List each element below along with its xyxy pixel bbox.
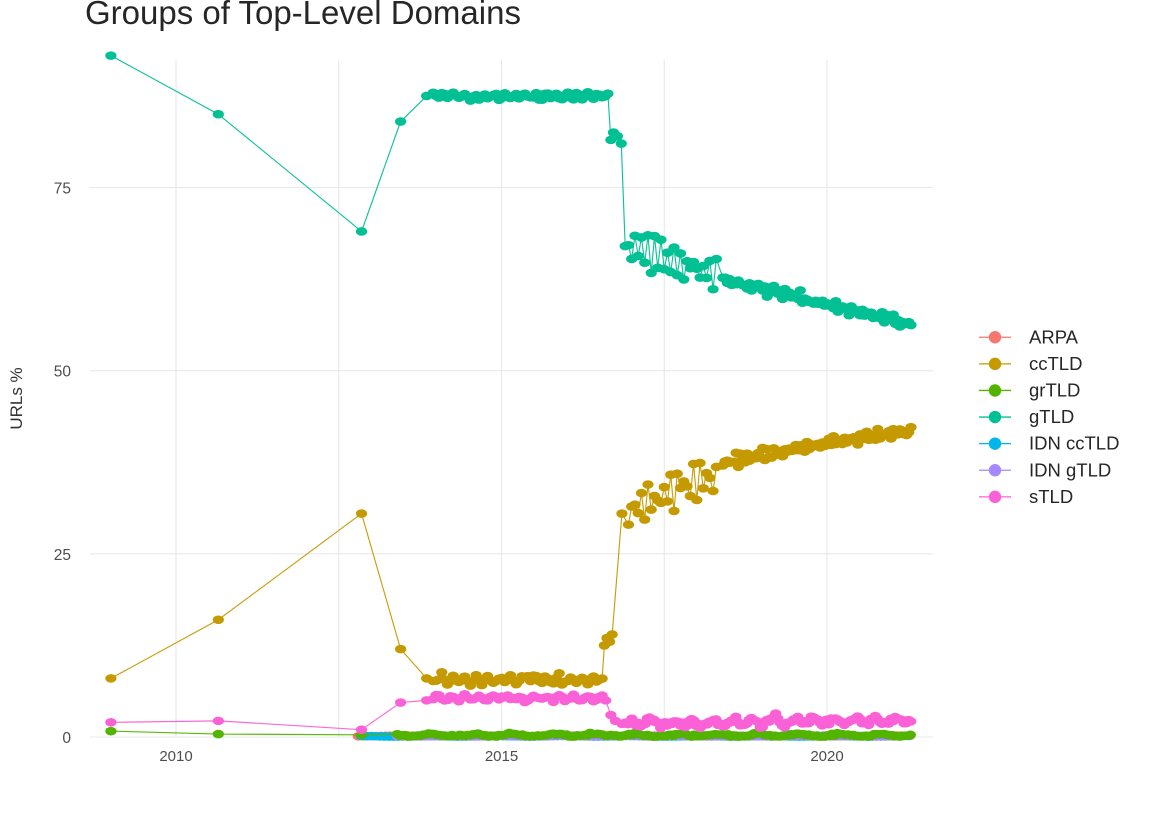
svg-text:gTLD: gTLD bbox=[1029, 406, 1074, 427]
svg-text:0: 0 bbox=[62, 730, 71, 747]
svg-text:2010: 2010 bbox=[159, 748, 192, 765]
svg-text:25: 25 bbox=[54, 547, 71, 564]
svg-text:grTLD: grTLD bbox=[1029, 379, 1080, 400]
svg-text:2015: 2015 bbox=[485, 748, 518, 765]
svg-text:IDN gTLD: IDN gTLD bbox=[1029, 459, 1111, 480]
svg-text:2020: 2020 bbox=[810, 748, 843, 765]
svg-text:ARPA: ARPA bbox=[1029, 326, 1079, 347]
svg-text:sTLD: sTLD bbox=[1029, 486, 1073, 507]
svg-text:URLs %: URLs % bbox=[7, 367, 26, 429]
svg-text:ccTLD: ccTLD bbox=[1029, 353, 1082, 374]
svg-text:IDN ccTLD: IDN ccTLD bbox=[1029, 433, 1119, 454]
svg-text:75: 75 bbox=[54, 181, 71, 198]
svg-text:50: 50 bbox=[54, 364, 72, 381]
